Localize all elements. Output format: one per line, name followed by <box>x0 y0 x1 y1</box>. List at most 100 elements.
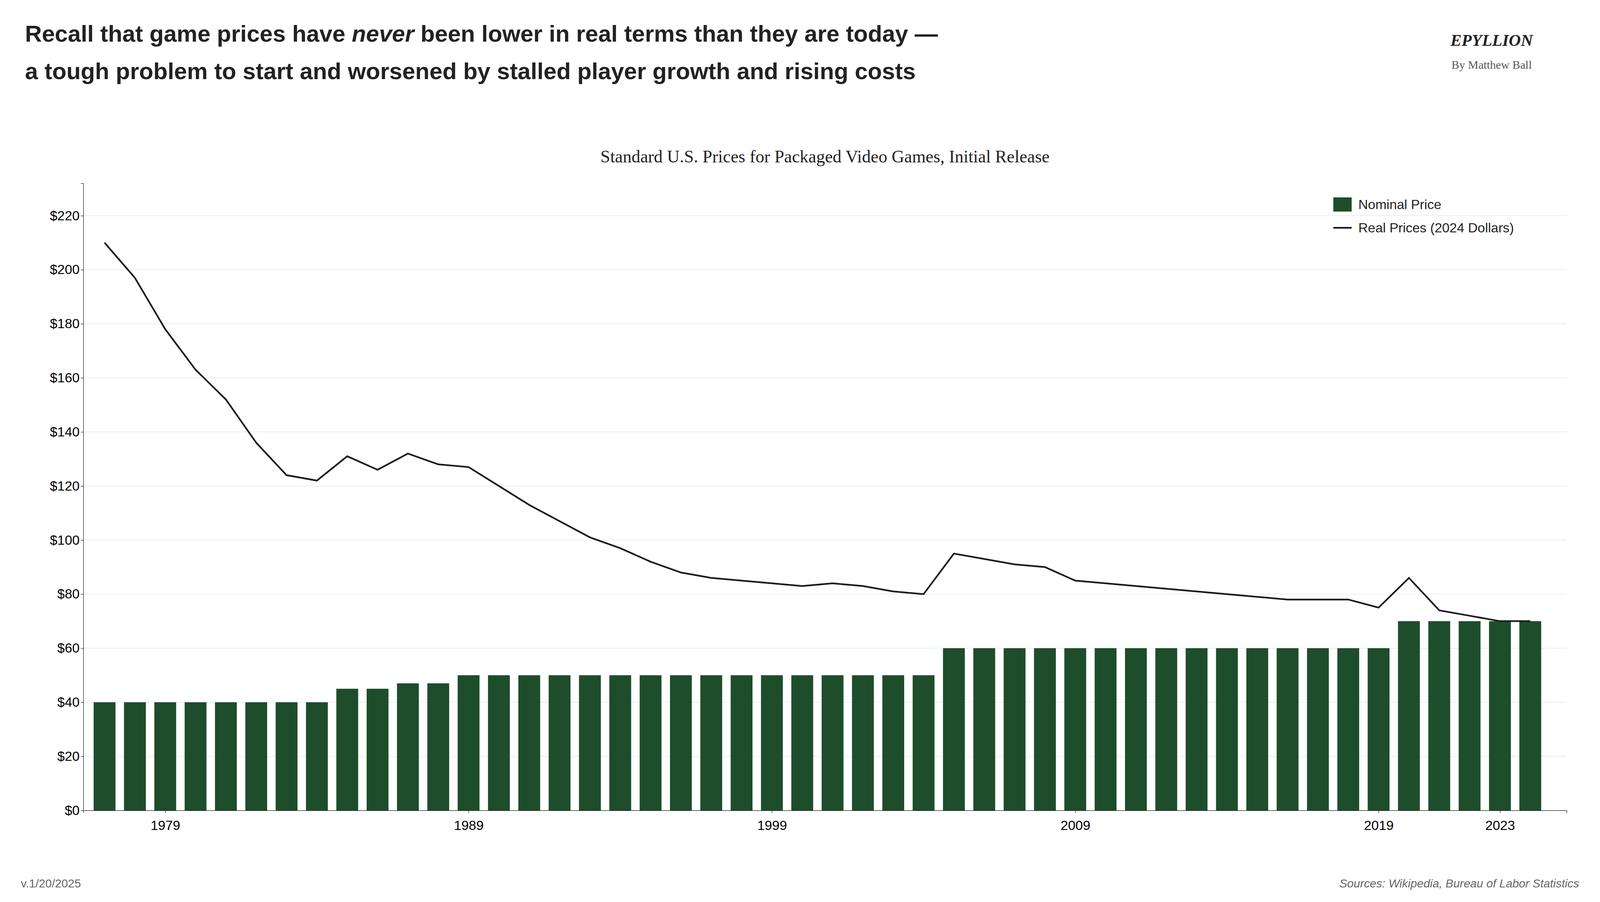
tick-label: 2009 <box>1060 818 1091 834</box>
bar <box>1215 648 1238 811</box>
line <box>104 242 1531 622</box>
bar <box>1185 648 1208 811</box>
legend-swatch <box>1333 197 1352 212</box>
tick: $60 <box>57 640 84 656</box>
bar <box>487 675 510 811</box>
bar <box>1246 648 1268 811</box>
bar <box>609 675 631 811</box>
bar <box>730 675 753 811</box>
title: Standard U.S. Prices for Packaged Video … <box>600 147 1050 167</box>
grid-line <box>83 269 1567 270</box>
bar <box>791 675 813 811</box>
tick-mark <box>468 810 470 814</box>
tick-label: 1979 <box>150 818 180 834</box>
tick-label: $100 <box>50 532 80 548</box>
tick-label: $120 <box>50 478 80 494</box>
tick-mark <box>80 594 84 595</box>
tick-label: 2023 <box>1485 818 1515 834</box>
y-axis: $0$20$40$60$80$100$120$140$160$180$200$2… <box>50 183 84 819</box>
bar <box>1125 648 1147 811</box>
bar <box>760 675 783 811</box>
grid-line <box>83 323 1567 325</box>
bar <box>882 675 905 811</box>
bar <box>1519 621 1541 811</box>
tick: $160 <box>50 370 84 386</box>
header-text: never <box>351 20 416 47</box>
bar <box>245 702 268 811</box>
plot: $0$20$40$60$80$100$120$140$160$180$200$2… <box>50 183 1568 834</box>
tick-mark <box>80 540 84 541</box>
bar <box>639 675 662 811</box>
tick: $0 <box>64 803 84 819</box>
bar <box>1155 648 1178 811</box>
tick: $200 <box>50 262 84 278</box>
bar <box>518 675 540 811</box>
tick-mark <box>80 270 84 271</box>
bar <box>184 702 207 811</box>
bar <box>457 675 480 811</box>
legend-swatch <box>1333 227 1352 229</box>
header-text: Recall that game prices have <box>25 20 352 47</box>
tick-mark <box>80 324 84 325</box>
bar <box>397 683 419 811</box>
legend-item: Real Prices (2024 Dollars) <box>1333 220 1514 236</box>
tick-label: 1999 <box>757 818 788 834</box>
tick-mark <box>165 810 166 814</box>
bar <box>124 702 146 811</box>
axis-line <box>80 183 84 812</box>
grid-line <box>83 486 1567 487</box>
bar <box>1276 648 1299 811</box>
tick-label: $20 <box>57 749 80 765</box>
bar <box>1064 648 1086 811</box>
bar <box>1367 648 1390 811</box>
bar <box>1397 621 1420 811</box>
bar <box>366 689 389 811</box>
grid-line <box>83 377 1567 379</box>
tick-mark <box>1378 810 1380 814</box>
tick: 2019 <box>1364 810 1394 834</box>
bar <box>548 675 571 811</box>
axis-line <box>83 811 1568 814</box>
bar <box>215 702 237 811</box>
tick-mark <box>80 215 84 217</box>
bar <box>973 648 995 811</box>
tick-label: $160 <box>50 370 80 386</box>
tick-mark <box>80 810 84 812</box>
grid-line <box>83 540 1567 541</box>
footer-left: v.1/20/2025 <box>20 877 81 891</box>
tick-mark <box>80 432 84 433</box>
header-text: been lower in real terms than they are t… <box>414 20 938 47</box>
tick: $80 <box>57 586 84 602</box>
tick-label: 1989 <box>453 818 484 834</box>
tick: $100 <box>50 532 84 548</box>
tick-label: $220 <box>50 208 80 224</box>
bar-series <box>93 621 1542 811</box>
bar <box>1458 621 1481 811</box>
footer-right: Sources: Wikipedia, Bureau of Labor Stat… <box>1339 877 1580 891</box>
tick-mark <box>80 648 84 650</box>
bar <box>275 702 298 811</box>
header-line: Recall that game prices have never been … <box>25 20 938 47</box>
tick: 2009 <box>1060 810 1091 834</box>
tick: $220 <box>50 208 84 224</box>
grid-line <box>83 215 1567 216</box>
bar <box>912 675 935 811</box>
tick-mark <box>80 377 84 379</box>
tick-label: $200 <box>50 262 80 278</box>
bar <box>942 648 965 811</box>
bar <box>154 702 176 811</box>
tick-mark <box>80 486 84 487</box>
bar <box>305 702 328 811</box>
tick-label: $180 <box>50 316 80 332</box>
bar <box>700 675 723 811</box>
bar <box>1337 648 1360 811</box>
bar <box>821 675 844 811</box>
bar <box>579 675 601 811</box>
tick-mark <box>1500 810 1501 814</box>
grid <box>83 215 1567 811</box>
header: Recall that game prices have never been … <box>25 20 1534 85</box>
marks <box>93 242 1542 811</box>
bar <box>427 683 450 811</box>
tick-label: $80 <box>57 586 80 602</box>
chart: Recall that game prices have never been … <box>0 0 1600 902</box>
